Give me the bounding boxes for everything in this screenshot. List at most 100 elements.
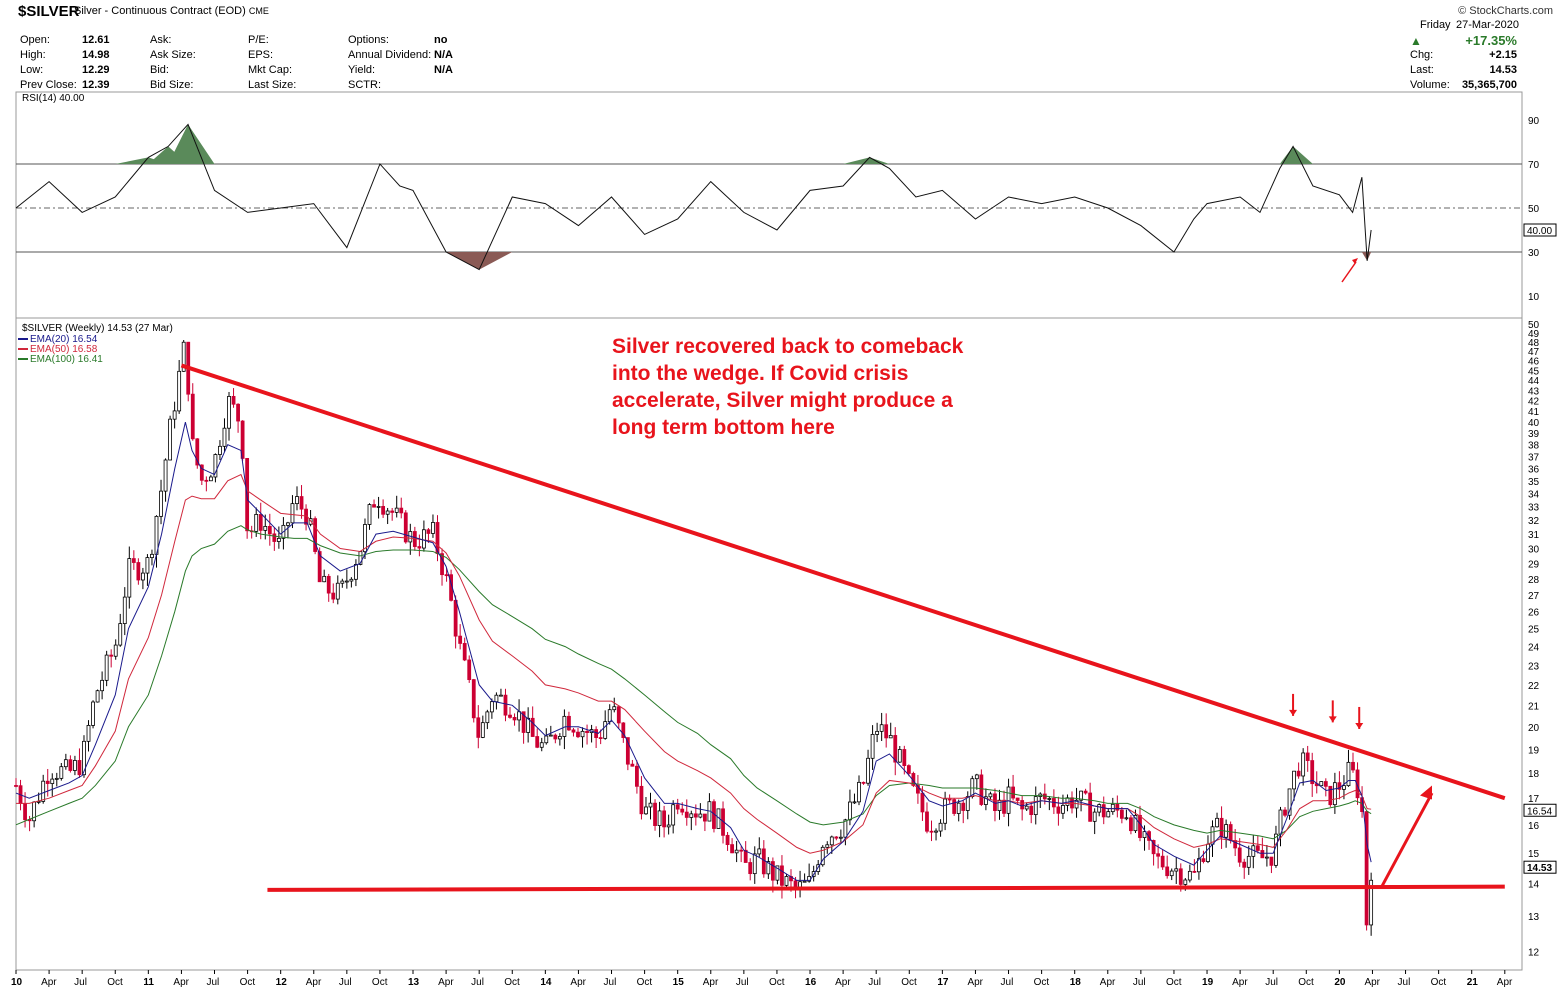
- candle-body: [50, 778, 55, 784]
- x-tick-label: Apr: [306, 977, 322, 988]
- candle-body: [680, 808, 685, 813]
- candle-body: [54, 777, 59, 780]
- price-y-tick-label: 35: [1528, 477, 1540, 488]
- candle-body: [793, 880, 798, 888]
- price-y-tick-label: 34: [1528, 490, 1540, 501]
- candle-body: [702, 813, 707, 822]
- candle-body: [730, 844, 734, 854]
- price-y-tick-label: 49: [1528, 329, 1540, 340]
- candle-body: [834, 836, 839, 839]
- candle-body: [879, 724, 884, 732]
- candle-body: [1264, 856, 1269, 859]
- candle-body: [938, 822, 943, 832]
- candle-body: [290, 503, 295, 524]
- price-y-tick-label: 27: [1528, 591, 1540, 602]
- descending-trendline: [180, 363, 1506, 801]
- candle-body: [598, 737, 603, 739]
- candle-body: [1174, 868, 1179, 872]
- price-y-tick-label: 39: [1528, 429, 1540, 440]
- candle-body: [893, 735, 898, 763]
- candle-body: [952, 799, 957, 814]
- candle-body: [820, 846, 825, 866]
- quote-date: 27-Mar-2020: [1456, 19, 1519, 31]
- candle-body: [1187, 870, 1192, 881]
- quote-label: Prev Close:: [20, 79, 77, 91]
- candle-body: [1006, 786, 1011, 814]
- candle-body: [453, 599, 458, 637]
- x-tick-label: Apr: [570, 977, 586, 988]
- candle-body: [539, 742, 544, 748]
- candle-body: [544, 735, 549, 744]
- candle-body: [1033, 796, 1038, 816]
- candle-body: [41, 780, 46, 802]
- candle-body: [1115, 803, 1120, 811]
- price-y-tick-label: 24: [1528, 643, 1540, 654]
- quote-label: Ask Size:: [150, 49, 196, 61]
- candle-body: [961, 802, 966, 811]
- x-tick-label: Oct: [769, 977, 785, 988]
- candle-body: [1047, 798, 1052, 800]
- description-text: Silver - Continuous Contract (EOD): [74, 5, 246, 17]
- candle-body: [1119, 809, 1124, 819]
- x-tick-label: Oct: [240, 977, 256, 988]
- candle-body: [399, 507, 404, 514]
- candle-body: [1061, 804, 1065, 814]
- candle-body: [1106, 811, 1111, 818]
- candle-body: [231, 396, 236, 405]
- quote-day: Friday: [1420, 19, 1451, 31]
- candle-body: [983, 796, 988, 805]
- price-last-badge: [1523, 860, 1557, 874]
- candle-body: [499, 694, 503, 697]
- candle-body: [335, 582, 340, 600]
- candle-body: [1124, 817, 1129, 820]
- candle-body: [376, 506, 381, 508]
- candle-body: [213, 454, 218, 478]
- candle-body: [784, 876, 789, 886]
- price-y-tick-label: 50: [1528, 320, 1540, 331]
- x-tick-label: 12: [276, 977, 288, 988]
- candle-body: [77, 760, 82, 776]
- candle-body: [141, 572, 145, 581]
- ema-100-line: [15, 525, 1372, 840]
- candle-body: [925, 811, 929, 832]
- candle-body: [1342, 785, 1346, 790]
- quote-label: Yield:: [348, 64, 376, 76]
- candle-body: [91, 701, 95, 726]
- candle-body: [1246, 855, 1251, 868]
- price-last-label: 14.53: [1527, 863, 1552, 874]
- candle-body: [299, 496, 304, 510]
- candle-body: [199, 464, 204, 481]
- candle-body: [218, 445, 222, 455]
- candle-body: [508, 714, 512, 718]
- price-y-tick-label: 19: [1528, 745, 1540, 756]
- candle-body: [1133, 814, 1138, 832]
- touch-arrowhead-icon: [1289, 709, 1298, 716]
- candle-body: [208, 476, 213, 482]
- price-y-tick-label: 32: [1528, 516, 1540, 527]
- x-tick-label: 15: [673, 977, 685, 988]
- price-y-tick-label: 29: [1528, 559, 1540, 570]
- candle-body: [322, 575, 327, 583]
- price-y-tick-label: 25: [1528, 625, 1540, 636]
- candle-body: [616, 706, 621, 724]
- x-tick-label: Jul: [604, 977, 617, 988]
- candle-body: [204, 479, 209, 482]
- price-y-tick-label: 26: [1528, 607, 1540, 618]
- x-tick-label: 16: [805, 977, 817, 988]
- candle-body: [1024, 805, 1029, 810]
- ema-20-line: [15, 421, 1372, 881]
- candle-body: [1029, 805, 1034, 816]
- candle-body: [770, 861, 775, 881]
- candle-body: [59, 766, 64, 779]
- stockcharts-credit[interactable]: © StockCharts.com: [1458, 5, 1553, 17]
- candle-body: [1215, 817, 1219, 828]
- x-tick-label: 18: [1070, 977, 1082, 988]
- candle-body: [1002, 799, 1006, 814]
- x-tick-label: Jul: [736, 977, 749, 988]
- legend-entry: EMA(20) 16.54: [30, 334, 98, 345]
- candle-body: [403, 512, 408, 543]
- candle-body: [1351, 761, 1355, 771]
- quote-label: Last Size:: [248, 79, 297, 91]
- price-y-tick-label: 36: [1528, 464, 1540, 475]
- legend-entry: EMA(50) 16.58: [30, 344, 98, 355]
